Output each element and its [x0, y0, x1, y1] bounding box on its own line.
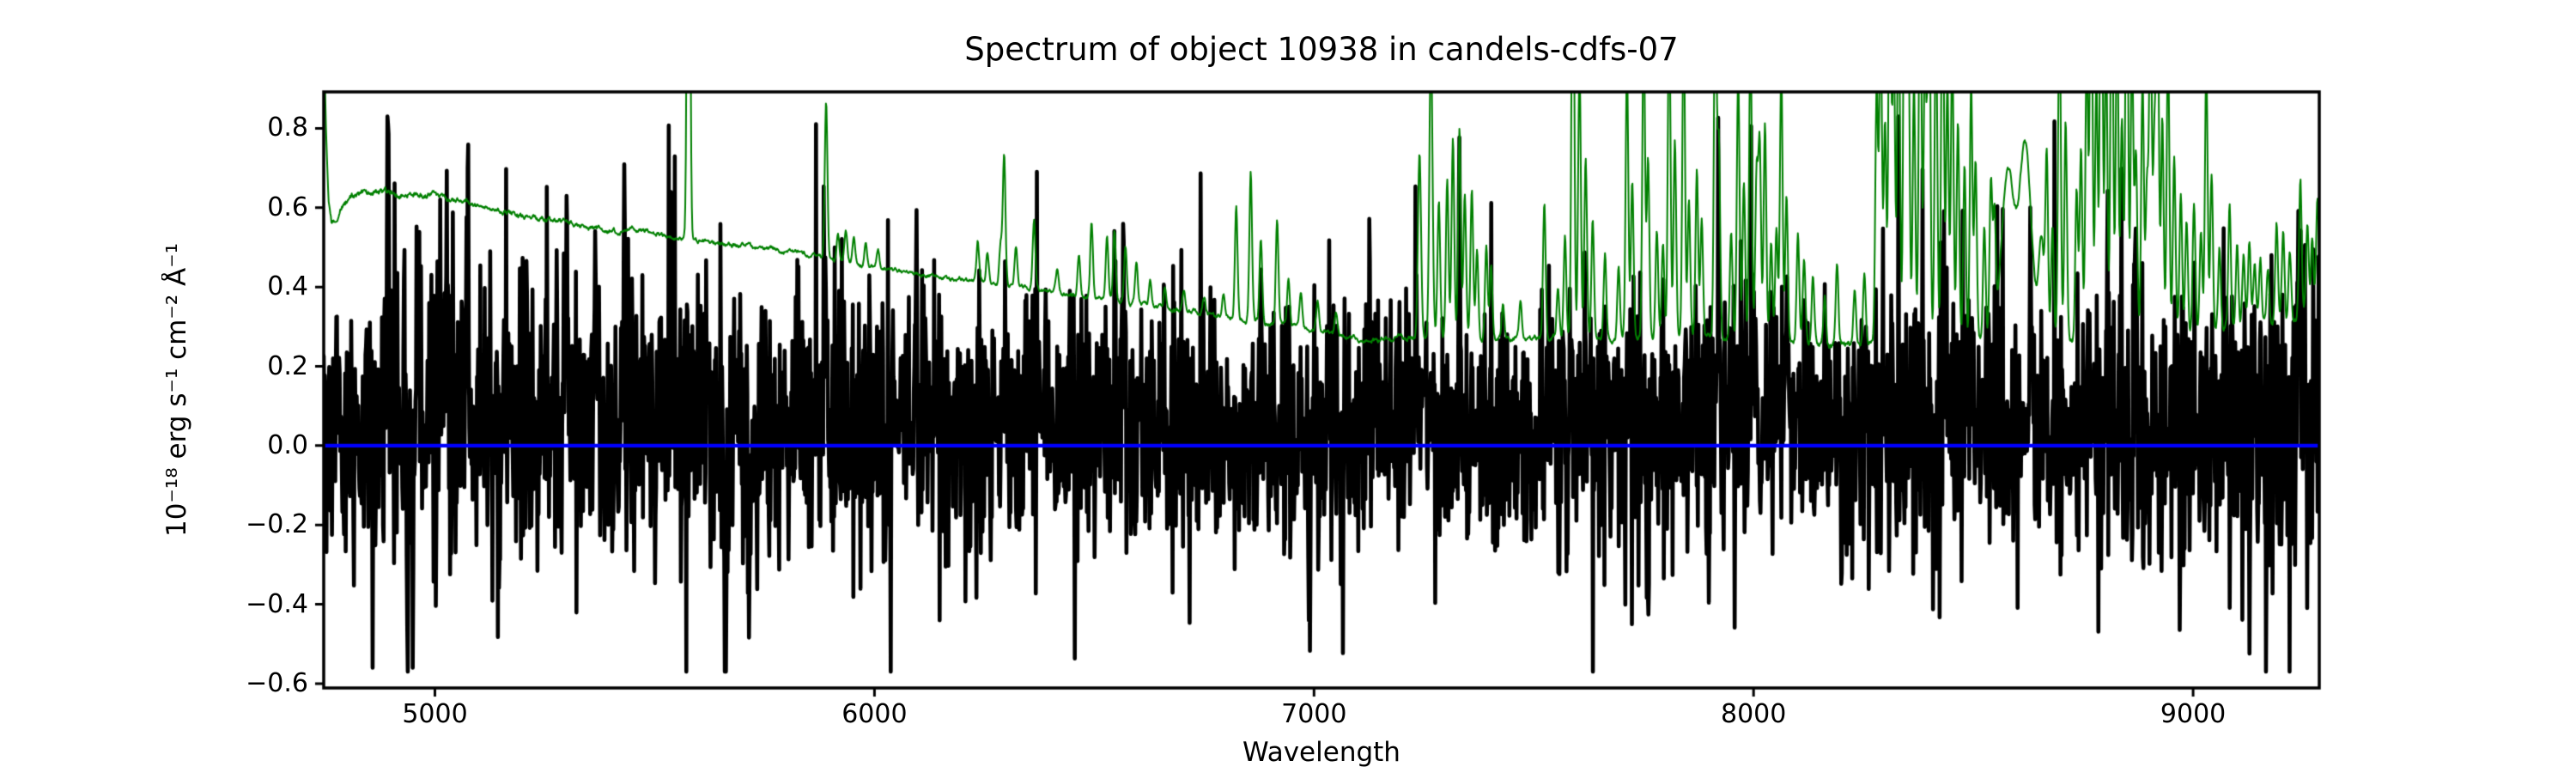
y-tick-label: −0.2 — [246, 509, 308, 540]
y-tick-label: 0.4 — [267, 271, 308, 302]
x-tick-label: 8000 — [1721, 699, 1787, 729]
y-tick-label: 0.6 — [267, 192, 308, 222]
x-tick-label: 6000 — [841, 699, 908, 729]
x-axis-label: Wavelength — [1242, 737, 1400, 768]
chart-title: Spectrum of object 10938 in candels-cdfs… — [964, 31, 1679, 68]
y-tick-label: −0.6 — [246, 667, 308, 698]
x-tick-label: 9000 — [2160, 699, 2227, 729]
y-axis-label: 10⁻¹⁸ erg s⁻¹ cm⁻² Å⁻¹ — [161, 243, 192, 537]
x-tick-label: 5000 — [402, 699, 468, 729]
y-tick-label: 0.0 — [267, 429, 308, 460]
y-tick-label: −0.4 — [246, 588, 308, 619]
y-tick-label: 0.2 — [267, 350, 308, 381]
y-tick-label: 0.8 — [267, 113, 308, 143]
x-tick-label: 7000 — [1281, 699, 1347, 729]
